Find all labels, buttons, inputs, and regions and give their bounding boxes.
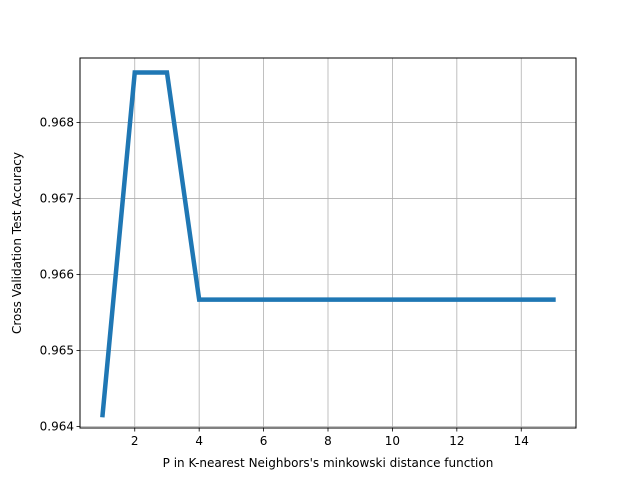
series-line bbox=[100, 70, 556, 418]
x-tick-label: 6 bbox=[260, 434, 268, 448]
y-tick-label: 0.965 bbox=[40, 344, 74, 358]
x-tick-label: 8 bbox=[324, 434, 332, 448]
y-axis-label: Cross Validation Test Accuracy bbox=[10, 152, 24, 334]
x-tick-label: 10 bbox=[385, 434, 400, 448]
x-tick-label: 2 bbox=[131, 434, 139, 448]
y-tick-label: 0.967 bbox=[40, 192, 74, 206]
x-tick-label: 4 bbox=[195, 434, 203, 448]
y-tick-label: 0.968 bbox=[40, 116, 74, 130]
grid bbox=[80, 58, 576, 428]
x-tick-label: 14 bbox=[514, 434, 529, 448]
ticks: 2 4 6 8 10 12 14 0.964 0.965 0.966 0.967 0.968 bbox=[40, 116, 529, 448]
x-axis-label: P in K-nearest Neighbors's minkowski dis… bbox=[163, 456, 494, 470]
x-tick-label: 12 bbox=[449, 434, 464, 448]
y-tick-label: 0.964 bbox=[40, 419, 74, 433]
y-tick-label: 0.966 bbox=[40, 268, 74, 282]
